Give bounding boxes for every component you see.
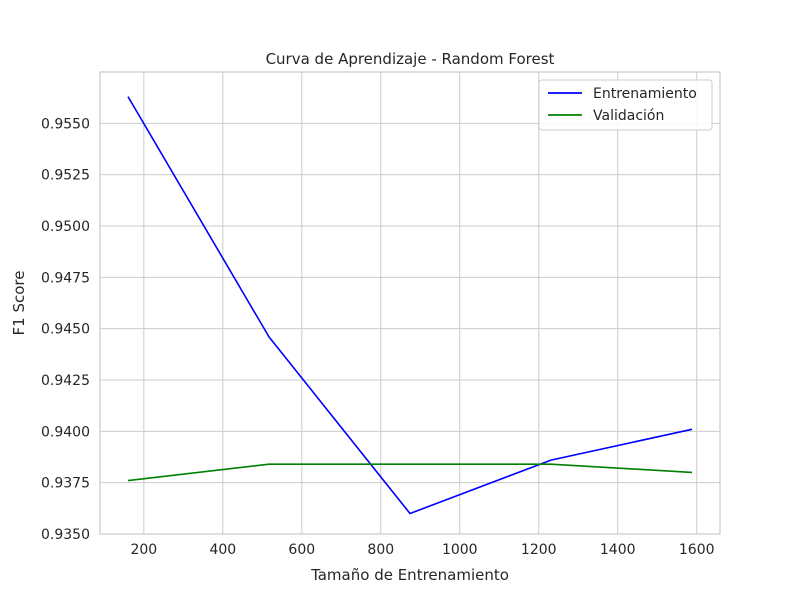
y-tick-label: 0.9400 bbox=[41, 424, 90, 440]
x-axis-label: Tamaño de Entrenamiento bbox=[310, 566, 509, 584]
y-tick-labels: 0.9350 0.9375 0.9400 0.9425 0.9450 0.9475 0.95… bbox=[41, 116, 90, 543]
x-tick-label: 800 bbox=[367, 542, 394, 558]
x-tick-label: 1400 bbox=[600, 542, 636, 558]
y-tick-label: 0.9350 bbox=[41, 527, 90, 543]
y-tick-label: 0.9525 bbox=[41, 168, 90, 184]
legend-box bbox=[538, 79, 713, 131]
x-tick-label: 1000 bbox=[442, 542, 478, 558]
plot-frame bbox=[99, 71, 721, 535]
x-tick-labels: 200 400 600 800 1000 1200 1400 1600 bbox=[130, 542, 714, 558]
legend-label: Validación bbox=[593, 108, 664, 124]
y-tick-label: 0.9475 bbox=[41, 270, 90, 286]
y-tick-label: 0.9375 bbox=[41, 476, 90, 492]
legend: Entrenamiento Validación bbox=[538, 79, 713, 131]
series-lines bbox=[127, 96, 693, 515]
y-tick-label: 0.9500 bbox=[41, 219, 90, 235]
x-tick-label: 1200 bbox=[521, 542, 557, 558]
chart-title: Curva de Aprendizaje - Random Forest bbox=[266, 50, 555, 68]
y-tick-label: 0.9450 bbox=[41, 322, 90, 338]
grid-lines bbox=[100, 72, 720, 535]
y-axis-label: F1 Score bbox=[10, 271, 28, 336]
x-tick-label: 1600 bbox=[679, 542, 715, 558]
x-tick-label: 400 bbox=[209, 542, 236, 558]
y-tick-label: 0.9425 bbox=[41, 373, 90, 389]
y-tick-label: 0.9550 bbox=[41, 116, 90, 132]
x-tick-label: 600 bbox=[288, 542, 315, 558]
series-line-entrenamiento bbox=[127, 96, 693, 515]
series-line-validacion bbox=[127, 463, 693, 482]
x-tick-label: 200 bbox=[130, 542, 157, 558]
legend-label: Entrenamiento bbox=[593, 86, 697, 102]
